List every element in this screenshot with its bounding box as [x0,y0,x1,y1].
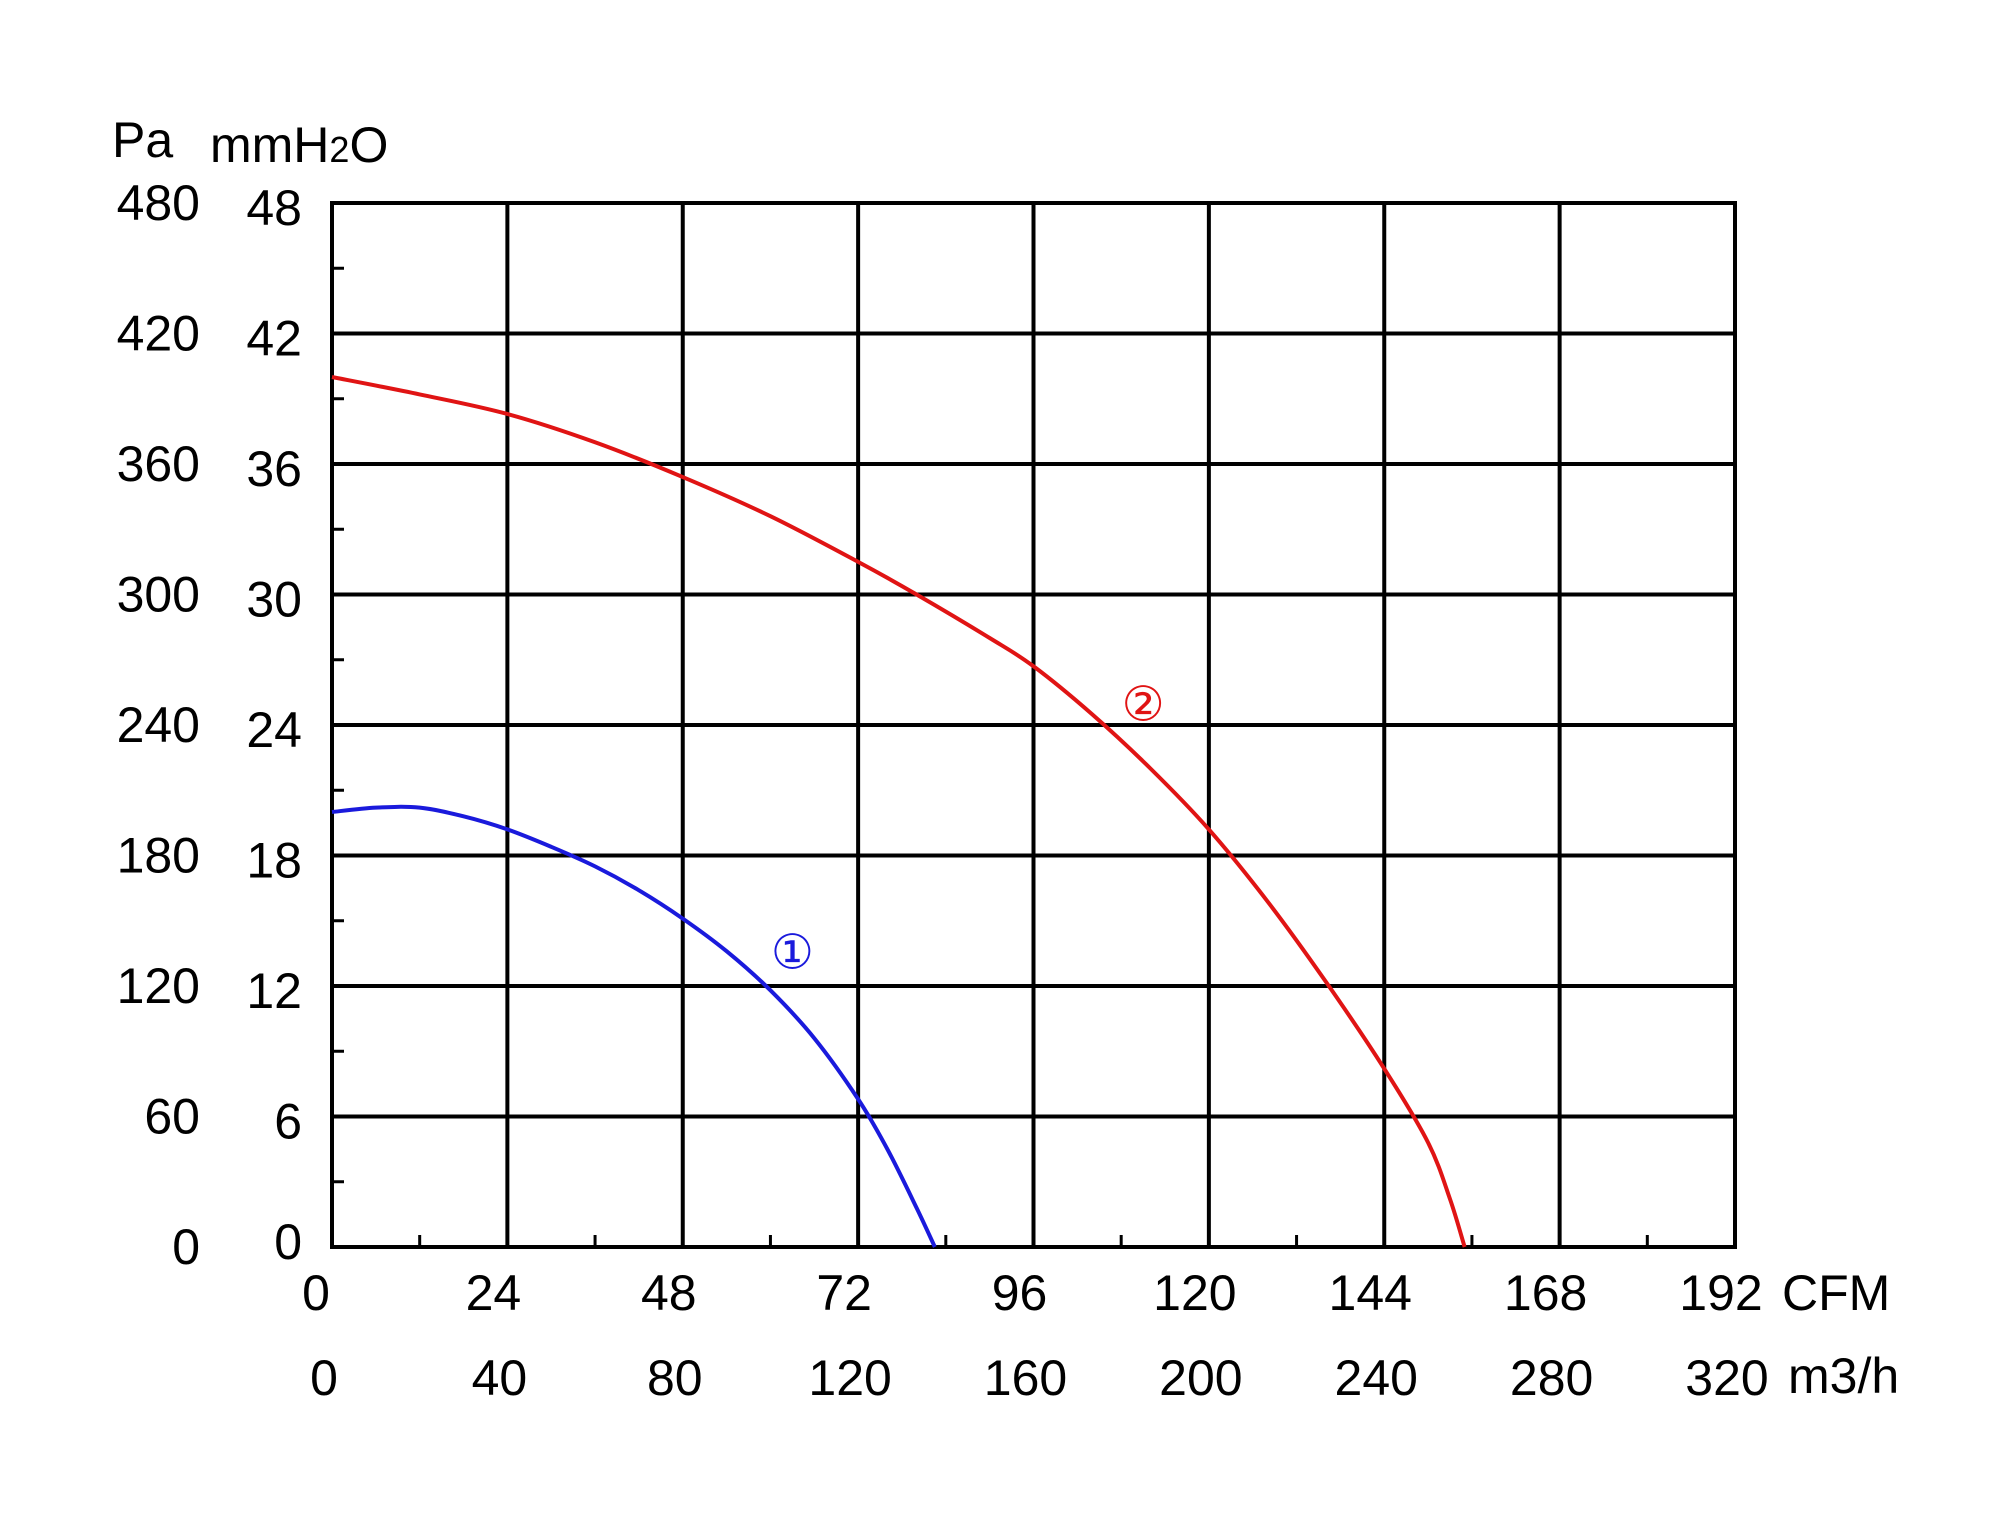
x-tick-label-cfm: 192 [1679,1265,1762,1321]
axes [330,201,1737,1249]
y-tick-label-mmh2o: 12 [246,963,302,1019]
x-tick-label-cfm: 144 [1329,1265,1412,1321]
x-tick-label-m3h: 80 [647,1350,703,1406]
x-tick-label-cfm: 72 [816,1265,872,1321]
x-tick-label-cfm: 24 [466,1265,522,1321]
y-tick-label-pa: 0 [172,1219,200,1275]
y-tick-label-mmh2o: 42 [246,311,302,367]
y-tick-label-mmh2o: 6 [274,1094,302,1150]
x-tick-label-cfm: 96 [992,1265,1048,1321]
x-tick-label-m3h: 200 [1159,1350,1242,1406]
y-tick-label-pa: 300 [117,567,200,623]
y-unit-pa: Pa [112,112,173,168]
y-unit-mmh2o-main: mmH [210,117,329,173]
y-tick-label-pa: 420 [117,306,200,362]
x-tick-label-m3h: 160 [984,1350,1067,1406]
y-unit-mmh2o: mmH2O [210,117,388,173]
y-tick-label-mmh2o: 48 [246,180,302,236]
x-tick-label-cfm: 120 [1153,1265,1236,1321]
series-line-1 [331,804,937,1248]
x-tick-label-m3h: 40 [472,1350,528,1406]
y-tick-label-mmh2o: 36 [246,441,302,497]
x-unit-cfm: CFM [1782,1265,1890,1321]
x-tick-label-m3h: 240 [1335,1350,1418,1406]
series-line-2 [331,375,1467,1248]
curve-label-1: ① [771,925,814,981]
x-tick-label-m3h: 320 [1685,1350,1768,1406]
x-tick-label-m3h: 0 [310,1350,338,1406]
x-tick-label-cfm: 48 [641,1265,697,1321]
series-lines [331,375,1467,1248]
y-tick-label-mmh2o: 0 [274,1214,302,1270]
curve-label-2: ② [1122,677,1165,733]
x-unit-m3h: m3/h [1788,1348,1899,1404]
x-tick-label-m3h: 120 [808,1350,891,1406]
y-tick-label-pa: 480 [117,175,200,231]
y-unit-mmh2o-sub: 2 [329,129,349,170]
x-tick-label-m3h: 280 [1510,1350,1593,1406]
y-tick-label-mmh2o: 18 [246,833,302,889]
y-tick-label-pa: 120 [117,958,200,1014]
y-tick-label-mmh2o: 24 [246,702,302,758]
y-tick-label-pa: 240 [117,697,200,753]
y-tick-label-pa: 60 [144,1089,200,1145]
grid [332,203,1735,1247]
y-tick-label-mmh2o: 30 [246,572,302,628]
plot-frame [330,201,1737,1249]
y-unit-mmh2o-end: O [349,117,388,173]
labels: Pa mmH2O CFM m3/h 0601201802403003604204… [112,112,1899,1406]
x-tick-label-cfm: 0 [302,1265,330,1321]
y-tick-label-pa: 360 [117,436,200,492]
y-tick-label-pa: 180 [117,828,200,884]
x-tick-label-cfm: 168 [1504,1265,1587,1321]
